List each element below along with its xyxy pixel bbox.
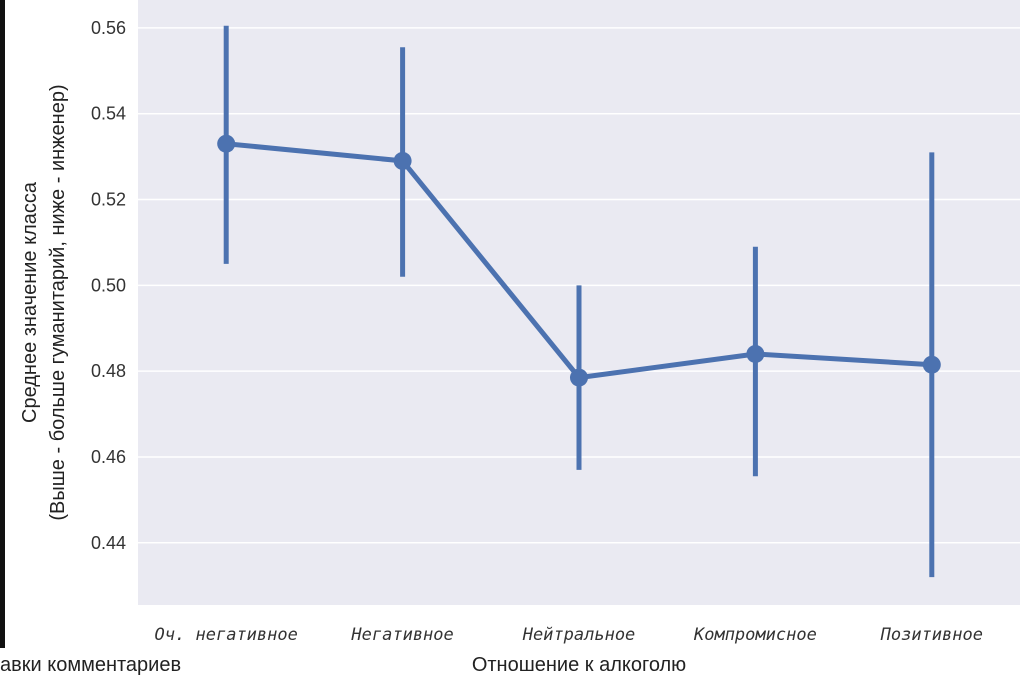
window-edge	[0, 0, 5, 648]
x-tick-label: Компромисное	[693, 625, 817, 645]
x-tick-label: Позитивное	[880, 625, 983, 645]
y-tick-label: 0.46	[91, 447, 126, 467]
x-tick-label: Негативное	[350, 625, 453, 645]
x-axis-title: Отношение к алкоголю	[472, 654, 686, 675]
data-points	[217, 134, 941, 387]
data-point	[746, 344, 765, 363]
data-point	[393, 151, 412, 170]
y-axis-title-line-2: (Выше - больше гуманитарий, ниже - инжен…	[47, 84, 69, 520]
data-point	[217, 134, 236, 153]
y-tick-label: 0.54	[91, 104, 126, 124]
data-point	[570, 368, 588, 387]
x-tick-label: Оч. негативное	[155, 625, 298, 645]
y-tick-label: 0.50	[91, 275, 126, 295]
data-point	[922, 355, 941, 374]
y-tick-label: 0.56	[91, 18, 126, 38]
grid-lines	[138, 27, 1020, 544]
x-tick-label: Нейтральное	[522, 625, 636, 645]
y-axis-title-line-1: Среднее значение класса	[19, 181, 41, 423]
y-tick-label: 0.48	[91, 361, 126, 381]
y-tick-label: 0.52	[91, 190, 126, 210]
y-tick-label: 0.44	[91, 533, 126, 553]
y-tick-labels: 0.44 0.46 0.48 0.50 0.52 0.54 0.56	[91, 18, 126, 553]
partial-caption-text: авки комментариев	[0, 654, 182, 676]
x-tick-labels: Оч. негативное Негативное Нейтральное Компр…	[155, 625, 983, 645]
